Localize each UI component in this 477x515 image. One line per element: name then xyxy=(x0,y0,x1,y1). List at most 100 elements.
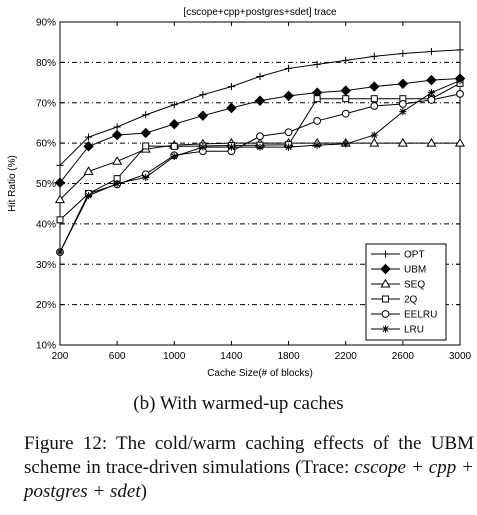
point-lru xyxy=(113,179,121,188)
point-2q xyxy=(370,95,378,103)
point-ubm xyxy=(369,81,380,92)
point-opt xyxy=(313,60,321,68)
point-seq xyxy=(426,137,437,147)
y-tick-label: 10% xyxy=(36,341,56,352)
point-opt xyxy=(142,111,150,119)
point-ubm xyxy=(83,141,94,152)
legend: OPT UBM SEQ 2Q EELRU LRU xyxy=(365,243,447,341)
point-ubm xyxy=(169,118,180,130)
point-lru xyxy=(456,76,464,85)
y-tick-label: 60% xyxy=(36,139,56,150)
y-tick-label: 50% xyxy=(36,179,56,190)
point-seq xyxy=(397,137,408,147)
point-lru xyxy=(199,143,207,151)
point-lru xyxy=(342,140,350,148)
point-lru xyxy=(284,143,293,151)
x-axis-label: Cache Size(# of blocks) xyxy=(207,368,313,379)
x-tick-label: 3000 xyxy=(449,351,472,362)
point-opt xyxy=(256,72,264,81)
series-line-seq xyxy=(59,142,460,201)
series xyxy=(54,46,466,257)
series-opt xyxy=(56,46,464,169)
legend-marker-opt xyxy=(381,250,390,258)
legend-label-2q: 2Q xyxy=(404,295,418,306)
point-opt xyxy=(284,64,293,73)
point-ubm xyxy=(283,90,294,102)
point-opt xyxy=(170,101,178,109)
legend-marker-seq xyxy=(380,278,391,288)
point-eelru xyxy=(398,100,407,108)
point-opt xyxy=(370,52,378,60)
point-seq xyxy=(369,137,380,147)
point-lru xyxy=(313,141,321,149)
x-tick-label: 2200 xyxy=(335,351,358,362)
point-opt xyxy=(427,47,436,56)
y-tick-label: 30% xyxy=(36,260,56,271)
point-ubm xyxy=(254,95,266,106)
point-lru xyxy=(399,108,407,116)
point-2q xyxy=(342,95,350,103)
point-ubm xyxy=(111,129,123,141)
point-2q xyxy=(142,142,150,150)
y-tick-label: 70% xyxy=(36,98,56,109)
series-ubm xyxy=(54,73,466,188)
x-tick-label: 600 xyxy=(109,351,126,362)
y-tick-label: 40% xyxy=(36,219,56,230)
point-lru xyxy=(227,143,236,151)
point-opt xyxy=(399,49,407,58)
point-ubm xyxy=(54,177,66,188)
series-line-eelru xyxy=(59,93,461,253)
axes: 10% 20% 30% 40% 50% 60% 70% 80% 90% 200 600 1000 140… xyxy=(7,7,472,379)
legend-label-opt: OPT xyxy=(404,250,425,261)
point-ubm xyxy=(226,102,237,114)
point-eelru xyxy=(341,109,350,118)
point-ubm xyxy=(426,74,437,86)
point-lru xyxy=(427,89,436,97)
point-lru xyxy=(142,173,150,182)
caption-close: ) xyxy=(140,481,147,502)
series-line-ubm xyxy=(59,78,461,184)
x-tick-label: 1400 xyxy=(220,351,243,362)
x-tick-label: 1800 xyxy=(277,351,300,362)
point-seq xyxy=(112,156,123,165)
caption-text: Figure 12: The cold/warm caching effects… xyxy=(24,433,474,478)
x-tick-label: 200 xyxy=(52,351,69,362)
point-opt xyxy=(84,133,93,141)
point-eelru xyxy=(313,117,322,125)
point-lru xyxy=(256,143,264,151)
point-eelru xyxy=(256,132,264,141)
point-seq xyxy=(54,194,66,204)
point-ubm xyxy=(340,85,351,96)
point-seq xyxy=(83,166,94,175)
point-opt xyxy=(342,56,350,64)
point-2q xyxy=(56,216,64,224)
point-eelru xyxy=(284,128,293,137)
point-ubm xyxy=(140,127,151,139)
chart-title: [cscope+cpp+postgres+sdet] trace xyxy=(183,7,337,18)
point-seq xyxy=(454,137,466,147)
point-lru xyxy=(56,248,64,256)
point-opt xyxy=(456,46,464,54)
legend-label-eelru: EELRU xyxy=(404,310,437,321)
point-lru xyxy=(370,131,378,139)
point-opt xyxy=(113,123,121,131)
figure-caption: Figure 12: The cold/warm caching effects… xyxy=(24,432,474,504)
point-opt xyxy=(199,91,207,99)
x-tick-label: 1000 xyxy=(163,351,186,362)
legend-label-ubm: UBM xyxy=(404,265,426,276)
legend-marker-eelru xyxy=(381,310,390,318)
point-lru xyxy=(170,152,178,161)
x-tick-label: 2600 xyxy=(392,351,415,362)
point-opt xyxy=(56,161,64,169)
y-tick-label: 90% xyxy=(36,18,56,29)
hit-ratio-chart: 10% 20% 30% 40% 50% 60% 70% 80% 90% 200 600 1000 140… xyxy=(7,7,472,379)
legend-label-lru: LRU xyxy=(404,325,424,336)
y-tick-label: 80% xyxy=(36,58,56,69)
legend-marker-2q xyxy=(382,295,389,303)
y-axis-label: Hit Ratio (%) xyxy=(7,155,18,212)
point-eelru xyxy=(370,102,379,110)
legend-box xyxy=(365,243,447,341)
point-2q xyxy=(313,95,321,103)
point-ubm xyxy=(397,78,409,89)
